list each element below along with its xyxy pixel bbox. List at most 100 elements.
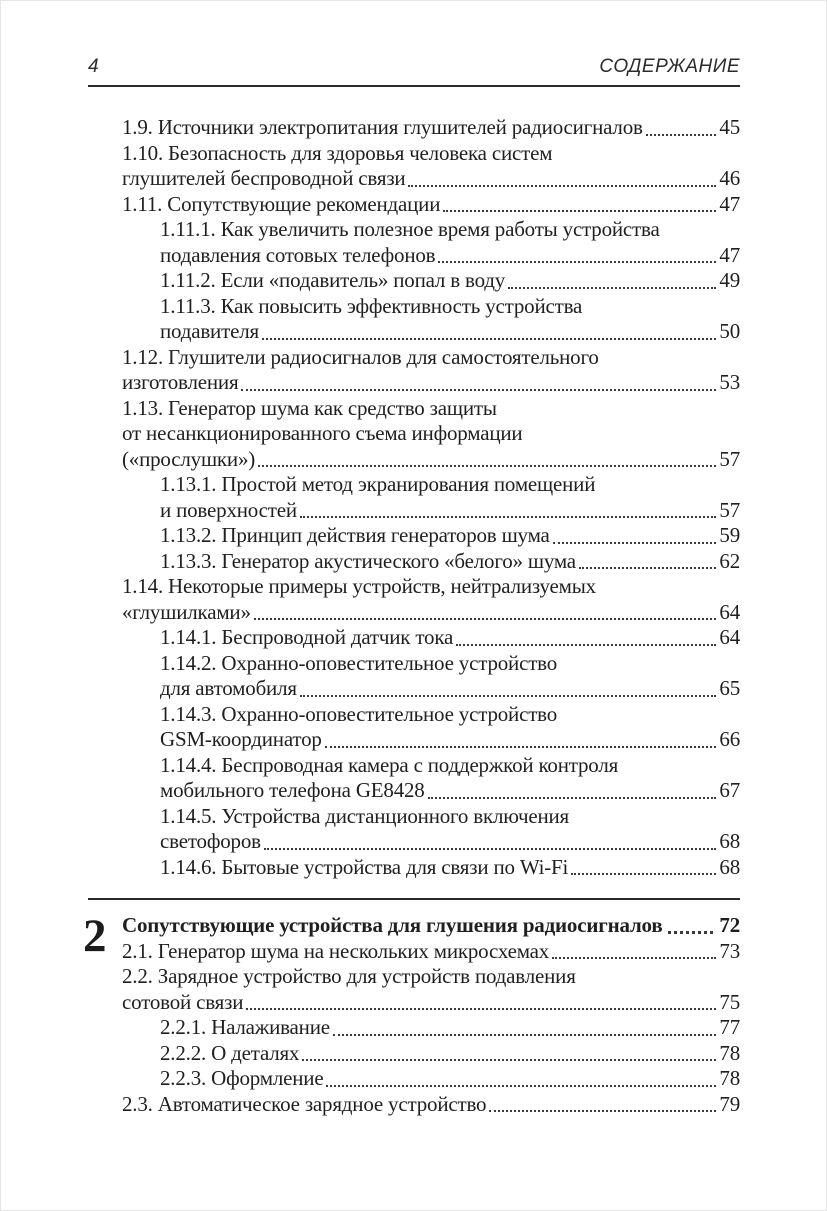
toc-entry-page: 66 — [719, 727, 740, 751]
toc-entry: 1.14.1. Беспроводной датчик тока 64 — [122, 625, 740, 651]
toc-entry-page: 73 — [719, 938, 740, 963]
toc-entry-page: 46 — [719, 166, 740, 190]
toc-entry-text: Сопутствующие устройства для глушения ра… — [122, 913, 663, 937]
page-number: 4 — [88, 56, 99, 77]
toc-entry: 1.14.2. Охранно-оповестительное устройст… — [122, 651, 740, 677]
toc-entry-text: подавления сотовых телефонов — [160, 242, 436, 267]
toc-entry-text: 1.13.3. Генератор акустического «белого»… — [160, 548, 576, 573]
dotted-leader — [438, 261, 717, 263]
toc-entry: 1.13.3. Генератор акустического «белого»… — [122, 549, 740, 575]
dotted-leader — [668, 930, 714, 934]
toc-entry: подавления сотовых телефонов 47 — [122, 243, 740, 269]
dotted-leader — [263, 847, 717, 850]
toc-entry-page: 57 — [719, 497, 740, 522]
toc-entry: для автомобиля 65 — [122, 676, 740, 702]
toc-entry: 2.3. Автоматическое зарядное устройство … — [122, 1092, 740, 1118]
toc-entry: светофоров 68 — [122, 829, 740, 855]
chapter-2-entries: Сопутствующие устройства для глушения ра… — [122, 913, 740, 1117]
toc-entry-page: 78 — [719, 1066, 740, 1090]
toc-entry: «глушилками» 64 — [122, 600, 740, 626]
toc-entry: сотовой связи 75 — [122, 990, 740, 1016]
toc-entry-page: 53 — [719, 370, 740, 394]
toc-entry-page: 57 — [719, 446, 740, 471]
toc-entry: 2.2.1. Налаживание 77 — [122, 1015, 740, 1041]
toc-entry: 1.14.3. Охранно-оповестительное устройст… — [122, 702, 740, 728]
toc-entry-text: 1.14.2. Охранно-оповестительное устройст… — [160, 650, 558, 675]
dotted-leader — [299, 694, 717, 697]
toc-entry: 1.12. Глушители радиосигналов для самост… — [122, 345, 740, 371]
toc-entry: мобильного телефона GE8428 67 — [122, 778, 740, 804]
toc-entry: 2.1. Генератор шума на нескольких микрос… — [122, 939, 740, 965]
toc-entry: 1.11.1. Как увеличить полезное время раб… — [122, 217, 740, 243]
toc-entry-page: 67 — [719, 778, 740, 802]
running-title: СОДЕРЖАНИЕ — [599, 56, 740, 77]
toc-entry-text: 1.14.1. Беспроводной датчик тока — [160, 625, 454, 649]
toc-entry: 2.2.3. Оформление 78 — [122, 1066, 740, 1092]
toc-entry: 1.9. Источники электропитания глушителей… — [122, 115, 740, 141]
dotted-leader — [427, 796, 717, 799]
toc-body: 1.9. Источники электропитания глушителей… — [83, 87, 740, 1117]
dotted-leader — [552, 541, 717, 544]
toc-entry-page: 68 — [719, 829, 740, 853]
toc-entry-page: 75 — [719, 989, 740, 1014]
chapter-number-dropcap: 2 — [83, 910, 107, 962]
toc-entry: («прослушки») 57 — [122, 447, 740, 473]
toc-entry-text: «глушилками» — [122, 599, 251, 624]
toc-entry-page: 59 — [719, 523, 740, 547]
dotted-leader — [489, 1110, 717, 1112]
toc-entry-page: 47 — [719, 191, 740, 216]
toc-entry-text: и поверхностей — [160, 497, 297, 522]
chapter-divider-rule — [88, 898, 740, 900]
toc-entry-page: 45 — [719, 115, 740, 139]
toc-entry-page: 65 — [719, 676, 740, 700]
toc-entry-page: 79 — [719, 1091, 740, 1116]
toc-entry-page: 49 — [719, 268, 740, 292]
toc-entry: изготовления 53 — [122, 370, 740, 396]
toc-entry-text: 1.14.6. Бытовые устройства для связи по … — [160, 854, 569, 879]
dotted-leader — [332, 1033, 717, 1036]
toc-entry: 1.11. Сопутствующие рекомендации 47 — [122, 192, 740, 218]
toc-entry: 1.11.2. Если «подавитель» попал в воду 4… — [122, 268, 740, 294]
toc-entry-text: 1.14. Некоторые примеры устройств, нейтр… — [122, 574, 596, 598]
toc-entry-text: 1.13.2. Принцип действия генераторов шум… — [160, 523, 550, 547]
toc-entry: 1.13. Генератор шума как средство защиты — [122, 396, 740, 422]
dotted-leader — [326, 1084, 717, 1087]
dotted-leader — [408, 184, 717, 187]
running-header: 4 СОДЕРЖАНИЕ — [88, 56, 740, 87]
toc-entry: глушителей беспроводной связи 46 — [122, 166, 740, 192]
toc-entry-text: сотовой связи — [122, 989, 244, 1014]
toc-entry-text: 2.1. Генератор шума на нескольких микрос… — [122, 938, 550, 963]
dotted-leader — [645, 133, 717, 136]
dotted-leader — [552, 957, 717, 959]
toc-entry: и поверхностей 57 — [122, 498, 740, 524]
toc-entry-page: 68 — [719, 854, 740, 879]
toc-entry-text: изготовления — [122, 370, 239, 394]
toc-entry-page: 50 — [719, 319, 740, 343]
toc-entry-text: («прослушки») — [122, 446, 256, 471]
toc-entry-text: 1.13. Генератор шума как средство защиты — [122, 395, 497, 420]
toc-entry: 1.13.2. Принцип действия генераторов шум… — [122, 523, 740, 549]
toc-entry-page: 64 — [719, 599, 740, 624]
toc-entry-text: глушителей беспроводной связи — [122, 166, 406, 190]
toc-entry-text: подавителя — [160, 319, 259, 343]
dotted-leader — [302, 1059, 717, 1061]
toc-entry-text: 1.10. Безопасность для здоровья человека… — [122, 140, 553, 165]
dotted-leader — [443, 210, 717, 212]
toc-entry-text: 1.11.1. Как увеличить полезное время раб… — [160, 217, 660, 241]
toc-entry-text: 1.12. Глушители радиосигналов для самост… — [122, 344, 599, 369]
dotted-leader — [241, 388, 717, 391]
toc-entry: GSM-координатор 66 — [122, 727, 740, 753]
toc-entry-text: светофоров — [160, 829, 261, 853]
toc-entry: 2.2. Зарядное устройство для устройств п… — [122, 964, 740, 990]
toc-entry-text: 1.9. Источники электропитания глушителей… — [122, 115, 643, 139]
dotted-leader — [578, 567, 717, 569]
dotted-leader — [456, 643, 717, 646]
toc-entry-text: 2.2. Зарядное устройство для устройств п… — [122, 964, 576, 988]
toc-entry-text: мобильного телефона GE8428 — [160, 778, 425, 802]
toc-entry: 1.10. Безопасность для здоровья человека… — [122, 141, 740, 167]
toc-entry-text: 2.2.1. Налаживание — [160, 1015, 330, 1039]
toc-entry: 1.14.4. Беспроводная камера с поддержкой… — [122, 753, 740, 779]
toc-entry: 1.14. Некоторые примеры устройств, нейтр… — [122, 574, 740, 600]
toc-entry-text: 1.13.1. Простой метод экранирования поме… — [160, 472, 596, 496]
